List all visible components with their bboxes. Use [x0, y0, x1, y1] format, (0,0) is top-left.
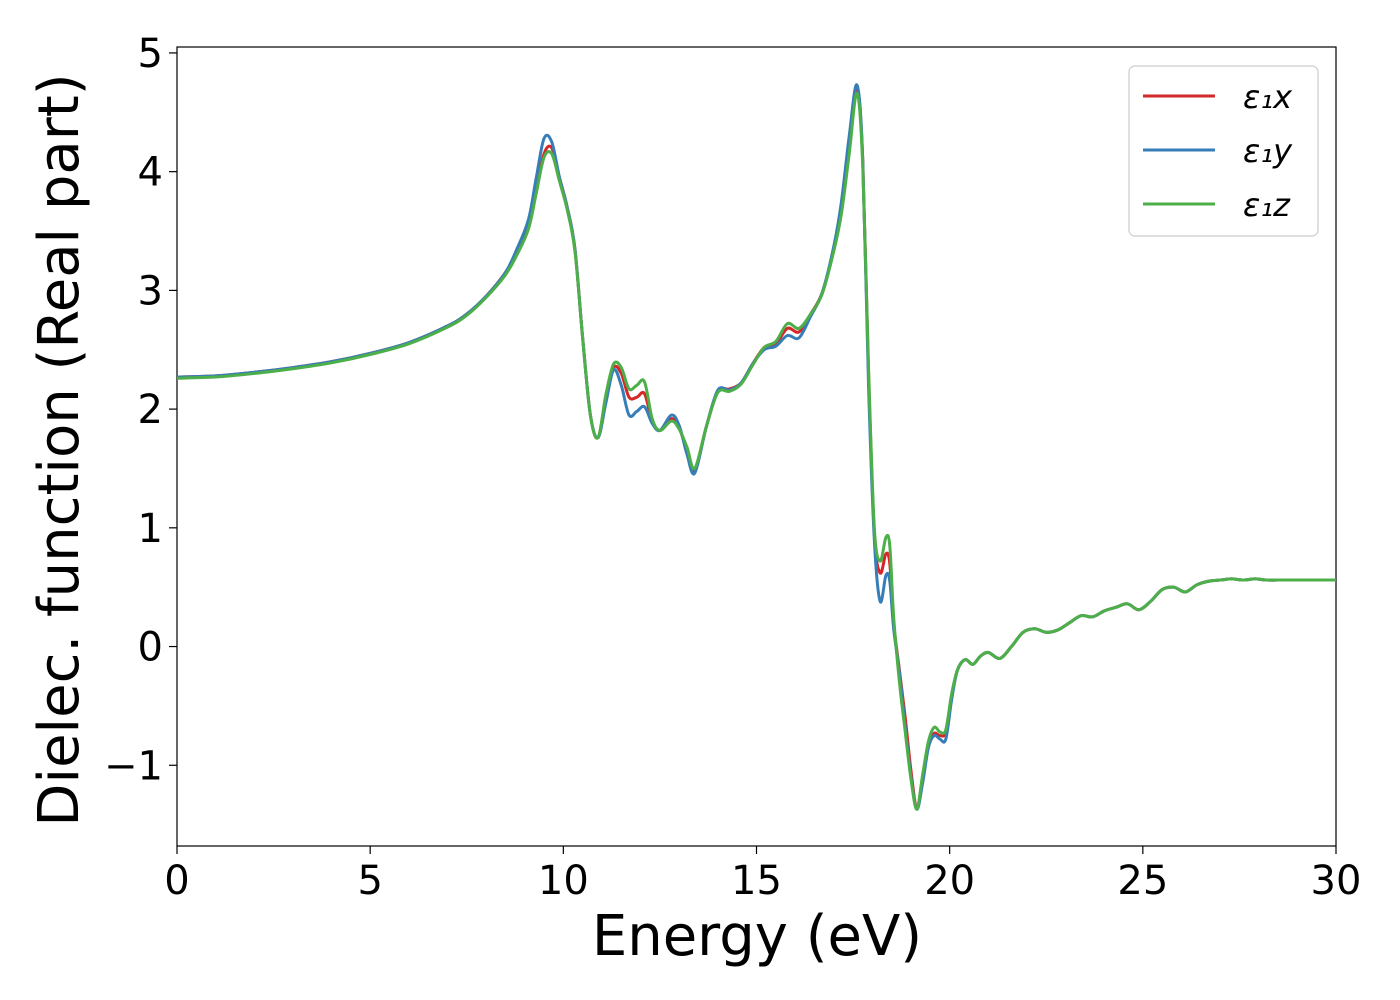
x-tick-label: 15: [731, 858, 782, 904]
y-tick-label: 2: [138, 387, 163, 433]
x-axis: 0 5 10 15 20 25 30: [164, 846, 1361, 904]
y-axis-title: Dielec. function (Real part): [27, 73, 92, 826]
x-axis-title: Energy (eV): [592, 904, 922, 969]
y-axis: −1 0 1 2 3 4 5: [104, 31, 177, 789]
series-layer: [177, 83, 1336, 811]
x-tick-label: 20: [924, 858, 975, 904]
legend-label: ε₁x: [1243, 78, 1293, 116]
legend-label: ε₁z: [1243, 186, 1291, 224]
legend-box: [1128, 65, 1319, 237]
x-tick-label: 0: [164, 858, 189, 904]
x-tick-label: 30: [1311, 858, 1362, 904]
y-tick-label: 0: [138, 625, 163, 671]
legend-label: ε₁y: [1243, 132, 1293, 170]
series-line-e1z: [177, 91, 1336, 811]
legend-item-e1y: ε₁y: [1143, 132, 1293, 170]
x-tick-label: 5: [357, 858, 382, 904]
y-tick-label: 3: [138, 268, 163, 314]
y-tick-label: −1: [104, 743, 163, 789]
y-tick-label: 5: [138, 31, 163, 77]
x-tick-label: 10: [538, 858, 589, 904]
legend-item-e1x: ε₁x: [1143, 78, 1293, 116]
y-tick-label: 1: [138, 506, 163, 552]
legend-item-e1z: ε₁z: [1143, 186, 1291, 224]
x-tick-label: 25: [1117, 858, 1168, 904]
legend: ε₁x ε₁y ε₁z: [1128, 65, 1319, 237]
y-tick-label: 4: [138, 150, 163, 196]
